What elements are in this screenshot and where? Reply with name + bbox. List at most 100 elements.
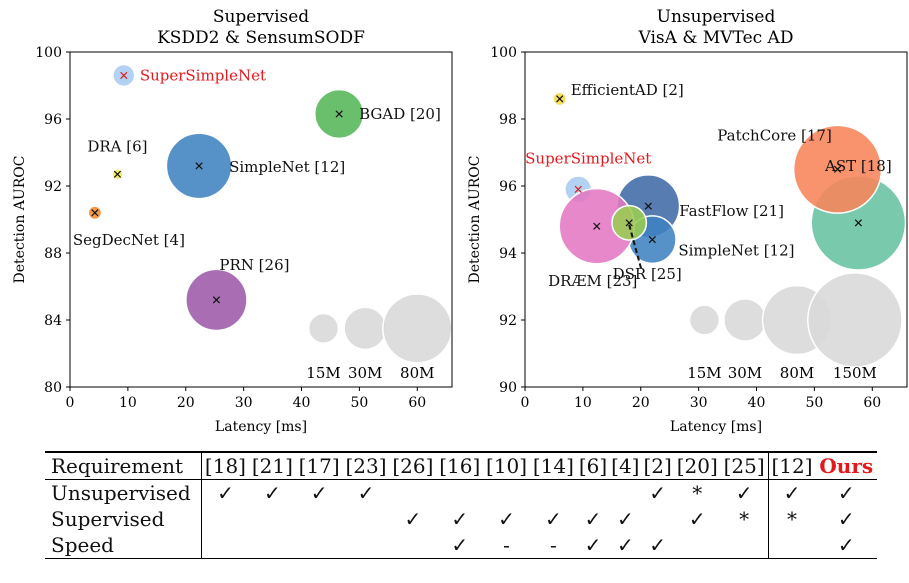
axes-frame — [524, 51, 908, 388]
table-cell: ✓ — [310, 481, 328, 505]
table-row-label: Unsupervised — [45, 479, 202, 506]
table-cell: ✓ — [837, 533, 855, 557]
size-legend-label: 15M — [306, 364, 340, 382]
size-legend-label: 150M — [833, 364, 877, 382]
size-legend-bubble — [807, 272, 903, 368]
point-label: DRA [6] — [87, 137, 147, 155]
point-marker-1 — [833, 165, 842, 173]
table-header-method: [20] — [676, 454, 718, 478]
y-tick-label: 94 — [499, 246, 517, 262]
point-marker-4 — [91, 209, 99, 217]
point-marker-3 — [195, 162, 203, 170]
y-tick-label: 92 — [44, 179, 62, 195]
table-header-requirement: Requirement — [45, 452, 202, 480]
y-tick-label: 92 — [499, 313, 517, 329]
table-cell — [202, 506, 249, 532]
table-header-method: [4] — [611, 454, 640, 478]
table-cell: ✓ — [451, 533, 469, 557]
table-header-method: [21] — [251, 454, 293, 478]
table-cell — [768, 532, 815, 559]
table-cell: ✓ — [498, 507, 515, 531]
size-legend-label: 30M — [728, 364, 762, 382]
point-label: SimpleNet [12] — [229, 158, 345, 176]
chart-title: Unsupervised — [657, 7, 776, 27]
table-header-method: [26] — [392, 454, 434, 478]
table-header-method: [18] — [204, 454, 246, 478]
table-cell — [436, 480, 483, 507]
table-body: Unsupervised ✓ ✓ ✓ ✓ ✓ * ✓ ✓ ✓ Supervised ✓ ✓ ✓ ✓ ✓ ✓ ✓ * *… — [45, 479, 877, 559]
x-tick-label: 50 — [350, 395, 368, 411]
table-cell — [389, 480, 436, 507]
point-label: SuperSimpleNet — [525, 149, 651, 167]
size-legend-label: 15M — [687, 364, 721, 382]
y-tick-label: 98 — [499, 112, 517, 128]
x-tick-label: 20 — [177, 395, 195, 411]
table-cell: ✓ — [649, 481, 667, 505]
table-cell: ✓ — [357, 481, 375, 505]
x-axis-label: Latency [ms] — [215, 419, 307, 435]
table-cell: ✓ — [649, 533, 667, 557]
x-tick-label: 30 — [690, 395, 708, 411]
table-cell: - — [503, 533, 510, 557]
table-cell: - — [550, 533, 557, 557]
x-tick-label: 40 — [748, 395, 766, 411]
table-header-method: [12] — [771, 454, 813, 478]
table-header-method: [6] — [578, 454, 608, 478]
y-tick-label: 90 — [499, 380, 517, 396]
y-axis-label: Detection AUROC — [12, 156, 28, 284]
table-cell — [343, 532, 390, 559]
table-cell — [609, 480, 641, 507]
x-tick-label: 60 — [863, 395, 881, 411]
size-legend-label: 30M — [348, 364, 382, 382]
x-tick-label: 50 — [805, 395, 823, 411]
point-marker-1 — [335, 110, 343, 118]
point-label: SimpleNet [12] — [678, 242, 794, 260]
table-cell — [202, 532, 249, 559]
point-marker-2 — [113, 170, 122, 178]
table-cell: ✓ — [688, 507, 706, 531]
point-marker-7 — [625, 219, 633, 227]
table-header-method: [25] — [720, 452, 769, 480]
y-tick-label: 88 — [44, 246, 62, 262]
table-cell — [641, 506, 673, 532]
x-tick-label: 0 — [66, 395, 75, 411]
table-cell: ✓ — [584, 533, 602, 557]
table-cell — [296, 532, 343, 559]
table-cell: * — [720, 506, 769, 532]
table-cell — [530, 480, 577, 507]
point-marker-0 — [120, 71, 128, 80]
point-label: AST [18] — [824, 157, 892, 175]
y-axis-label: Detection AUROC — [467, 156, 483, 284]
table-cell: * — [787, 507, 798, 531]
point-label: DSR [25] — [613, 265, 682, 283]
x-tick-label: 20 — [632, 395, 650, 411]
table-cell — [343, 506, 390, 532]
y-tick-label: 100 — [35, 45, 62, 61]
requirements-table: Requirement [18] [21] [17] [23] [26] [16] [10][… — [45, 451, 877, 559]
table-cell — [389, 532, 436, 559]
chart-subtitle: KSDD2 & SensumSODF — [157, 28, 365, 48]
y-tick-label: 80 — [44, 380, 62, 396]
size-legend-label: 80M — [780, 364, 814, 382]
table-header-row: Requirement [18] [21] [17] [23] [26] [16] [10][… — [45, 452, 877, 480]
table-cell: ✓ — [616, 507, 634, 531]
x-tick-label: 10 — [574, 395, 592, 411]
x-axis-label: Latency [ms] — [670, 419, 762, 435]
point-label: PatchCore [17] — [717, 126, 832, 144]
table-cell — [577, 480, 609, 507]
point-marker-6 — [593, 222, 601, 230]
size-legend-bubble — [382, 293, 452, 364]
table-cell: ✓ — [783, 481, 801, 505]
axes-frame — [69, 51, 453, 388]
table-header-method: [17] — [298, 454, 340, 478]
x-tick-label: 40 — [293, 395, 311, 411]
y-tick-label: 96 — [499, 179, 517, 195]
table-header-method: Ours — [819, 454, 874, 478]
point-label: PRN [26] — [219, 256, 289, 274]
table-cell: ✓ — [720, 479, 769, 506]
table-header-method: [14] — [532, 454, 574, 478]
x-tick-label: 0 — [521, 395, 530, 411]
size-legend-bubble — [343, 306, 388, 351]
table-header-method: [10] — [486, 454, 528, 478]
